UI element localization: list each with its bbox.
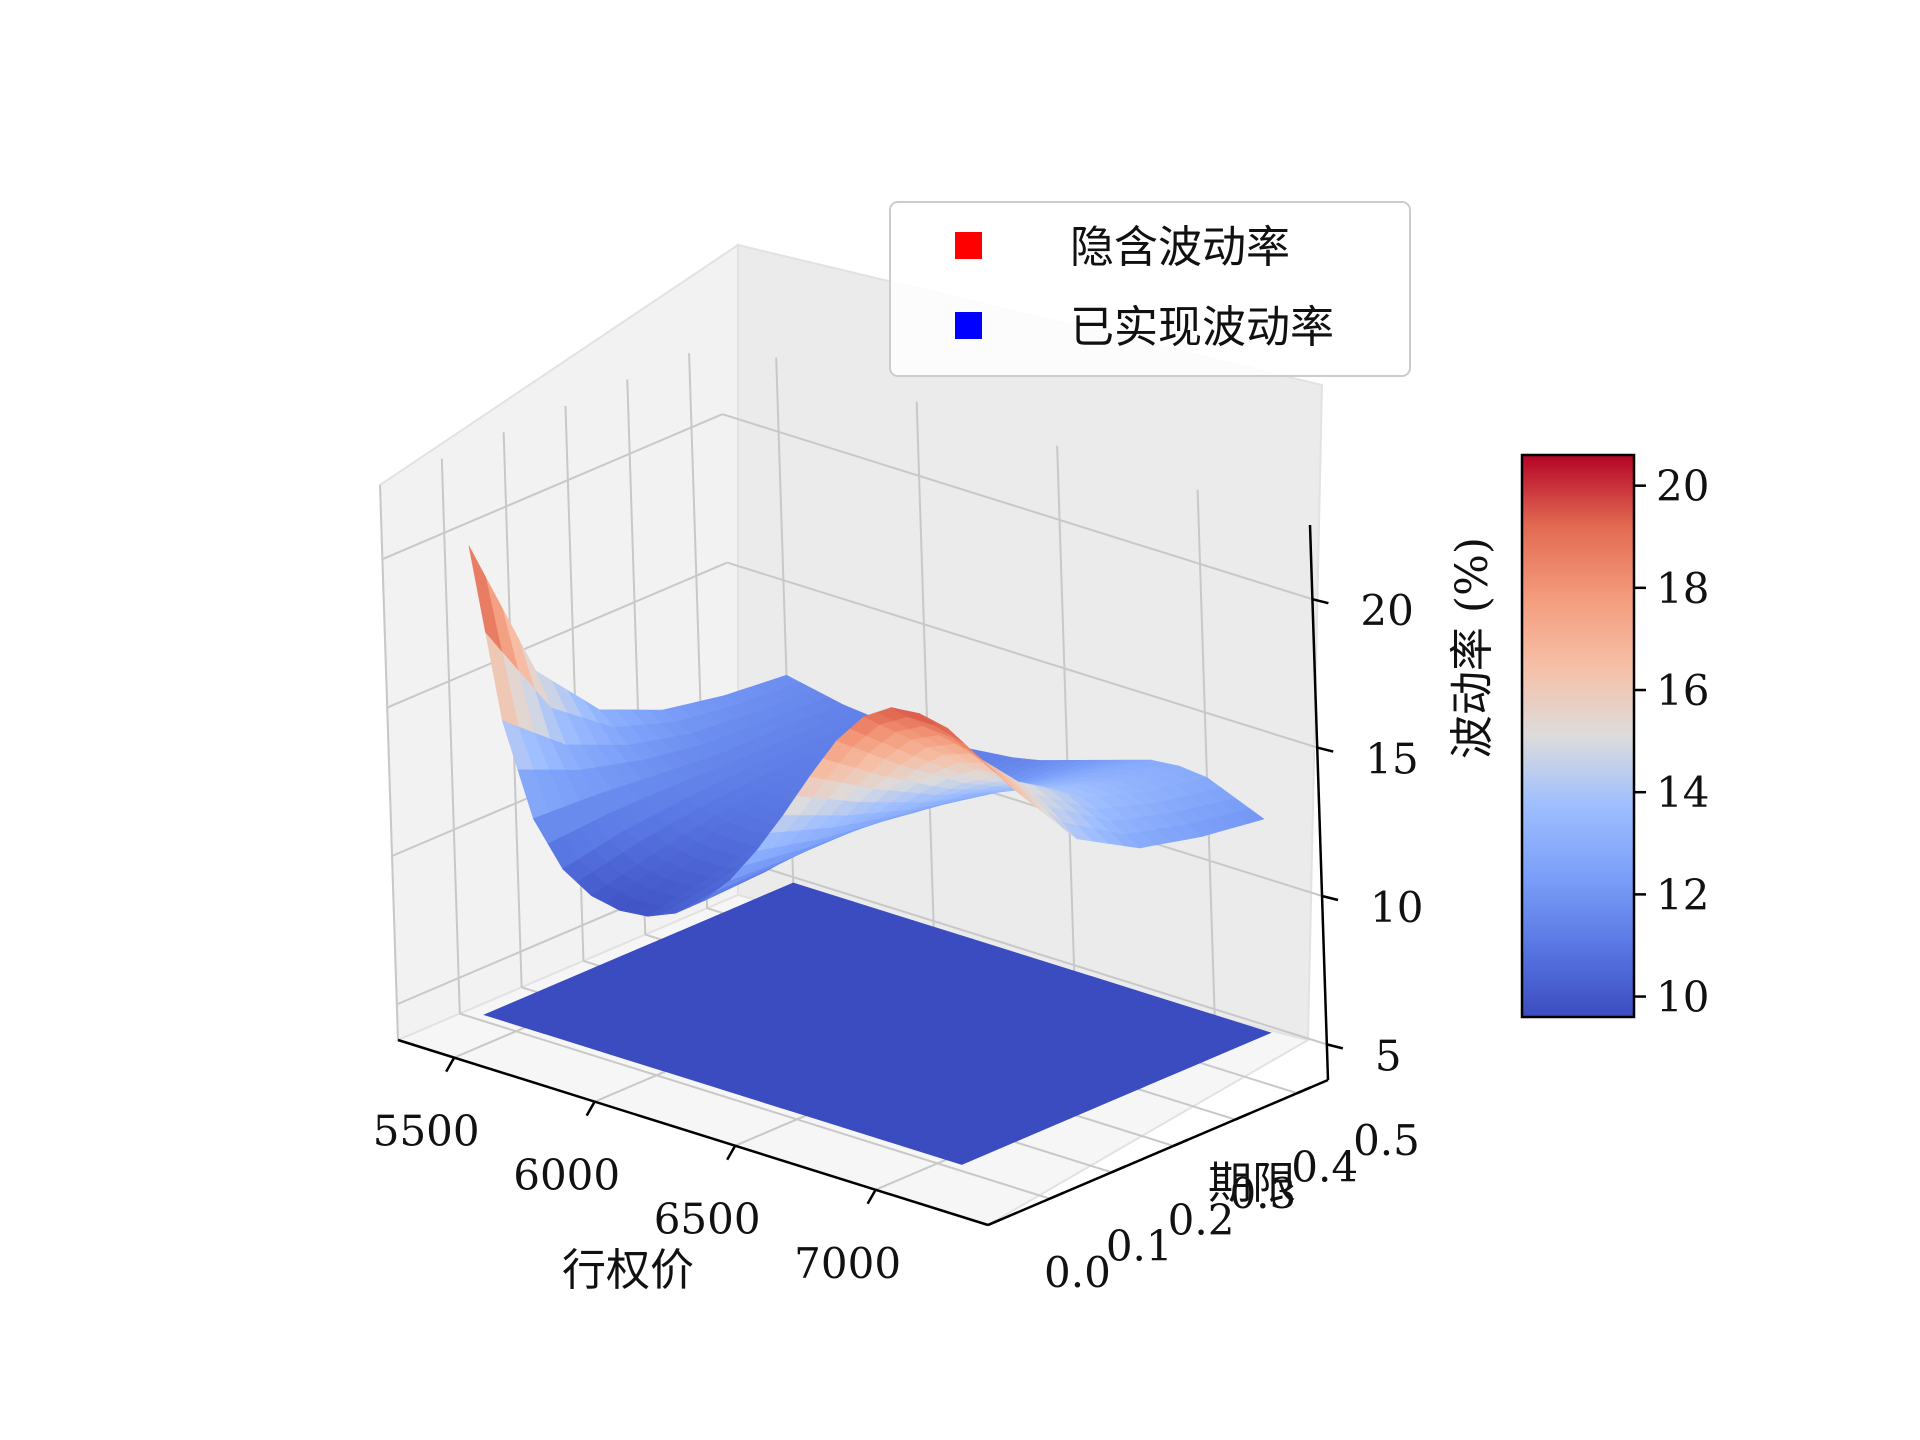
grid-line bbox=[440, 458, 461, 1014]
z-tick-label: 5 bbox=[1375, 1031, 1402, 1080]
x-axis-line bbox=[397, 1038, 989, 1227]
z-tick bbox=[1326, 1043, 1344, 1050]
implied-vol-surface-cell bbox=[933, 720, 965, 744]
grid-line bbox=[736, 858, 1328, 1046]
y-axis-label: 期限 bbox=[1208, 1158, 1296, 1209]
colorbar-tick-label: 18 bbox=[1656, 564, 1709, 613]
x-tick-label: 6500 bbox=[654, 1195, 761, 1244]
y-tick bbox=[987, 1217, 1003, 1227]
x-tick bbox=[585, 1101, 596, 1117]
z-tick-label: 15 bbox=[1365, 735, 1418, 784]
x-tick bbox=[445, 1056, 456, 1073]
y-tick-label: 0.0 bbox=[1044, 1248, 1111, 1297]
y-tick bbox=[1111, 1165, 1127, 1174]
z-tick-label: 20 bbox=[1360, 586, 1413, 635]
volatility-surface bbox=[468, 545, 1272, 1165]
z-tick bbox=[1316, 746, 1334, 753]
x-tick-label: 5500 bbox=[373, 1107, 480, 1156]
x-tick-label: 7000 bbox=[794, 1239, 901, 1288]
grid-line bbox=[915, 401, 936, 957]
grid-line bbox=[379, 484, 399, 1041]
legend-swatch-implied bbox=[955, 232, 982, 259]
implied-vol-surface bbox=[468, 545, 1265, 917]
colorbar-tick-label: 14 bbox=[1656, 768, 1709, 817]
z-axis-line bbox=[1308, 524, 1330, 1081]
colorbar-tick-label: 10 bbox=[1656, 973, 1709, 1022]
colorbar-tick-label: 12 bbox=[1656, 870, 1709, 919]
colorbar-gradient bbox=[1520, 453, 1636, 1019]
grid-line bbox=[722, 413, 1313, 601]
legend-swatch-realized bbox=[955, 312, 982, 339]
y-tick-label: 0.5 bbox=[1353, 1116, 1420, 1165]
grid-line bbox=[726, 561, 1318, 749]
z-tick bbox=[1312, 597, 1329, 605]
x-tick bbox=[866, 1189, 877, 1205]
legend-box bbox=[889, 201, 1411, 377]
z-tick-label: 10 bbox=[1370, 883, 1423, 932]
realized-vol-surface-cell bbox=[901, 1128, 1002, 1165]
y-tick bbox=[1172, 1138, 1188, 1148]
realized-vol-surface bbox=[483, 882, 1272, 1165]
y-tick-label: 0.4 bbox=[1291, 1143, 1358, 1192]
grid-line bbox=[1056, 445, 1077, 1001]
x-tick-label: 6000 bbox=[513, 1151, 620, 1200]
y-tick-label: 0.2 bbox=[1168, 1195, 1235, 1244]
grid-line bbox=[459, 1012, 1051, 1200]
y-axis-line bbox=[987, 1078, 1329, 1227]
legend: 隐含波动率 已实现波动率 bbox=[889, 201, 1411, 377]
colorbar: 10 12 14 16 18 20 bbox=[1520, 453, 1709, 1022]
grid-line bbox=[1196, 489, 1217, 1045]
z-axis-label: 波动率 (%) bbox=[1447, 537, 1498, 759]
grid-line bbox=[382, 413, 723, 561]
legend-label-realized: 已实现波动率 bbox=[1070, 302, 1334, 353]
colorbar-tick-label: 20 bbox=[1656, 462, 1709, 511]
grid-line bbox=[386, 561, 728, 709]
axis-ticks: 5500 6000 6500 7000 0.00.10.20.30.40.5 5 10 15 2… bbox=[373, 586, 1424, 1297]
legend-label-implied: 隐含波动率 bbox=[1070, 222, 1290, 273]
colorbar-ticks: 10 12 14 16 18 20 bbox=[1634, 462, 1709, 1022]
x-tick bbox=[726, 1145, 737, 1161]
x-axis-label: 行权价 bbox=[562, 1245, 694, 1296]
y-tick-label: 0.3 bbox=[1229, 1169, 1296, 1218]
y-tick bbox=[1234, 1112, 1250, 1121]
y-tick-label: 0.1 bbox=[1106, 1222, 1173, 1271]
y-tick bbox=[1296, 1086, 1312, 1095]
z-tick bbox=[1321, 894, 1339, 902]
colorbar-tick-label: 16 bbox=[1656, 666, 1709, 715]
axes-lines bbox=[397, 524, 1330, 1227]
y-tick bbox=[1049, 1191, 1065, 1200]
